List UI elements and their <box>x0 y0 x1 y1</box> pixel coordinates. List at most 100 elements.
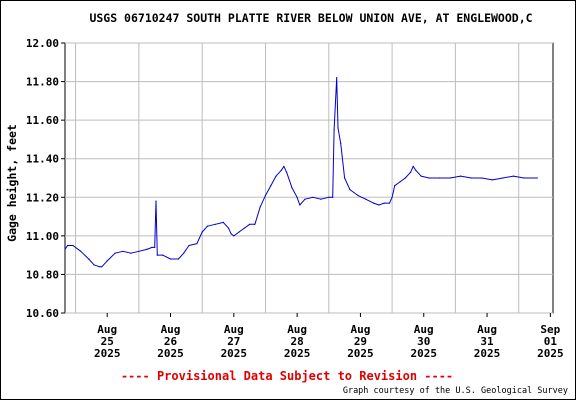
data-point <box>412 165 414 167</box>
x-tick-year: 2025 <box>284 347 311 360</box>
x-tick-day: 29 <box>354 335 367 348</box>
x-tick-day: 28 <box>291 335 304 348</box>
data-point <box>296 196 298 198</box>
grid-lines <box>65 42 553 314</box>
data-point <box>169 258 172 260</box>
data-point <box>222 221 224 223</box>
data-point <box>349 189 351 191</box>
data-point <box>98 266 100 268</box>
x-tick-year: 2025 <box>347 347 374 360</box>
data-point <box>177 258 179 260</box>
data-point <box>188 244 190 247</box>
x-tick-day: 27 <box>227 335 240 348</box>
data-point <box>214 223 216 225</box>
x-tick-month: Aug <box>414 323 434 336</box>
x-tick-year: 2025 <box>94 347 121 360</box>
data-point <box>130 252 132 254</box>
x-tick-month: Aug <box>287 323 307 336</box>
data-point <box>106 260 108 262</box>
data-point <box>502 177 504 179</box>
data-point <box>512 175 515 177</box>
series-layer <box>64 77 538 268</box>
data-point <box>383 202 385 204</box>
x-tick-month: Aug <box>161 323 181 336</box>
y-tick-label: 11.80 <box>26 76 59 89</box>
data-point <box>523 177 525 179</box>
data-point <box>151 246 153 248</box>
x-tick-year: 2025 <box>410 347 437 360</box>
data-point <box>156 254 158 256</box>
x-tick-month: Sep <box>540 323 560 336</box>
data-point <box>201 231 203 233</box>
data-point <box>72 244 74 247</box>
data-point <box>388 202 391 204</box>
x-tick-year: 2025 <box>537 347 564 360</box>
x-tick-year: 2025 <box>157 347 184 360</box>
data-point <box>146 248 148 250</box>
x-tick-day: 01 <box>544 335 558 348</box>
data-point <box>291 187 293 189</box>
data-point <box>155 200 157 202</box>
data-point <box>80 250 82 252</box>
data-point <box>243 227 245 229</box>
usgs-credit: Graph courtesy of the U.S. Geological Su… <box>343 386 568 396</box>
data-point <box>365 198 367 200</box>
data-point <box>299 204 301 206</box>
data-point <box>275 175 277 177</box>
data-point <box>536 177 538 179</box>
data-point <box>249 223 251 225</box>
data-point <box>460 175 462 177</box>
data-point <box>183 252 185 254</box>
data-point <box>404 177 406 179</box>
data-point <box>259 206 261 208</box>
data-point <box>415 169 417 171</box>
data-point <box>238 231 240 233</box>
data-point <box>399 181 401 183</box>
data-point <box>270 185 272 187</box>
data-point <box>491 179 493 181</box>
data-point <box>394 185 396 187</box>
data-point <box>391 196 393 198</box>
data-point <box>328 196 330 198</box>
data-point <box>283 165 285 167</box>
data-point <box>264 194 267 196</box>
y-axis-ticks: 12.00 11.80 11.60 11.40 11.20 11.00 10.80 10.60 <box>26 37 65 320</box>
provisional-data-notice: ---- Provisional Data Subject to Revisio… <box>121 369 453 383</box>
data-point <box>286 171 288 173</box>
x-tick-day: 30 <box>417 335 430 348</box>
data-point <box>340 142 342 144</box>
data-point <box>470 177 472 179</box>
y-tick-label: 11.00 <box>26 230 59 243</box>
data-point <box>312 196 314 198</box>
y-tick-label: 10.60 <box>26 307 59 320</box>
data-point <box>154 246 156 248</box>
data-point <box>88 258 90 260</box>
data-point <box>101 266 103 268</box>
x-tick-day: 25 <box>101 335 114 348</box>
data-point <box>420 175 422 177</box>
data-point <box>230 233 232 235</box>
data-point <box>196 243 198 245</box>
data-point <box>337 127 339 129</box>
x-axis-ticks: Aug252025Aug262025Aug272025Aug282025Aug2… <box>94 313 564 360</box>
data-point <box>410 171 412 173</box>
data-point <box>233 235 235 237</box>
data-point <box>336 77 338 79</box>
x-tick-month: Aug <box>97 323 117 336</box>
y-tick-label: 11.20 <box>26 191 59 204</box>
data-point <box>320 198 322 200</box>
data-point <box>93 264 95 266</box>
y-tick-label: 12.00 <box>26 37 59 50</box>
y-tick-label: 10.80 <box>26 268 59 281</box>
y-tick-label: 11.60 <box>26 114 59 127</box>
data-point <box>67 244 69 247</box>
data-point <box>439 177 441 179</box>
x-tick-day: 31 <box>480 335 494 348</box>
data-point <box>280 169 282 171</box>
data-point <box>332 196 334 198</box>
data-point <box>304 198 306 200</box>
data-point <box>428 177 430 179</box>
data-point <box>481 177 483 179</box>
x-tick-year: 2025 <box>221 347 248 360</box>
data-point <box>227 227 230 229</box>
